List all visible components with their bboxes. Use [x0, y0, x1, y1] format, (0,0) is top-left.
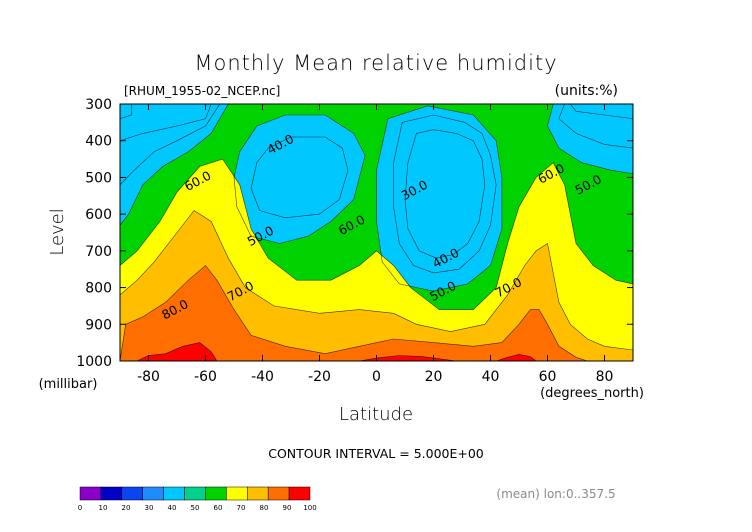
y-tick-label: 600 [85, 207, 112, 223]
contour-line-95 [496, 354, 537, 361]
contour-line-45 [547, 104, 633, 175]
colorbar-swatch [184, 486, 206, 501]
contour-line-85 [120, 265, 588, 361]
footer-note: (mean) lon:0..357.5 [496, 487, 615, 501]
contour-region-95 [137, 342, 217, 361]
y-tick-label: 1000 [76, 354, 112, 370]
colorbar-swatch [205, 486, 227, 501]
x-axis-title: Latitude [339, 404, 413, 425]
contour-line-65 [120, 158, 633, 361]
contour-line-15 [569, 104, 633, 120]
contour-region-45 [376, 105, 502, 292]
x-unit-label: (degrees_north) [540, 386, 644, 401]
contour-region-95 [359, 355, 457, 361]
contour-region-75 [120, 210, 633, 361]
contour-line-45 [120, 104, 229, 226]
y-axis-title: Level [47, 208, 68, 256]
chart-title: Monthly Mean relative humidity [194, 51, 557, 75]
contour-region-85 [120, 265, 588, 361]
contour-line-5 [120, 104, 132, 120]
x-tick-label: -20 [308, 369, 331, 385]
colorbar-swatch [267, 486, 290, 501]
contour-interval-text: CONTOUR INTERVAL = 5.000E+00 [268, 446, 484, 461]
colorbar-swatch [288, 486, 311, 501]
x-axis: -80 -60 -40 -20 0 20 40 60 80 [137, 104, 613, 385]
x-tick-label: -60 [194, 369, 217, 385]
contour-line-35 [558, 104, 633, 149]
colorbar-tick-label: 70 [237, 504, 246, 512]
colorbar-tick-label: 30 [145, 504, 154, 512]
contour-line-75 [120, 210, 633, 361]
y-tick-label: 300 [85, 97, 112, 113]
contour-lines [120, 104, 633, 361]
colorbar-tick-label: 90 [283, 504, 292, 512]
contour-region-45 [120, 104, 229, 226]
x-tick-label: 0 [372, 369, 381, 385]
x-tick-label: 20 [425, 369, 443, 385]
colorbar-swatch [247, 486, 269, 501]
colorbar-tick-label: 80 [260, 504, 269, 512]
contour-line-15 [120, 104, 212, 142]
x-tick-label: -40 [251, 369, 274, 385]
y-unit-label: (millibar) [39, 377, 98, 392]
colorbar-tick-label: 100 [303, 504, 316, 512]
y-tick-label: 500 [85, 170, 112, 186]
contour-line-45 [376, 105, 503, 292]
colorbar-swatch [142, 486, 164, 501]
colorbar-tick-label: 40 [168, 504, 177, 512]
y-tick-label: 700 [85, 244, 112, 260]
contour-region-45 [234, 115, 366, 244]
x-tick-label: -80 [137, 369, 160, 385]
contour-line-35 [120, 104, 221, 186]
contour-line-35 [393, 114, 497, 274]
colorbar-tick-label: 60 [214, 504, 223, 512]
contour-fill-area [120, 104, 633, 361]
x-tick-label: 40 [482, 369, 500, 385]
y-tick-label: 400 [85, 134, 112, 150]
colorbar-swatch [79, 486, 102, 501]
colorbar-swatch [163, 486, 185, 501]
colorbar-tick-label: 10 [99, 504, 108, 512]
y-tick-label: 900 [85, 317, 112, 333]
colorbar-tick-label: 0 [78, 504, 82, 512]
y-tick-label: 800 [85, 281, 112, 297]
units-label: (units:%) [555, 83, 618, 99]
contour-line-45 [233, 114, 366, 244]
colorbar-tick-label: 20 [122, 504, 131, 512]
file-label: [RHUM_1955-02_NCEP.nc] [124, 84, 280, 98]
colorbar-swatch [121, 486, 143, 501]
x-tick-label: 80 [596, 369, 614, 385]
x-tick-label: 60 [539, 369, 557, 385]
colorbar-swatch [100, 486, 123, 501]
y-axis: 300 400 500 600 700 800 900 1000 [76, 97, 633, 370]
contour-line-25 [404, 129, 486, 259]
contour-line-35 [250, 136, 349, 219]
colorbar-swatch [226, 486, 248, 501]
colorbar-tick-label: 50 [191, 504, 200, 512]
colorbar: 0 10 20 30 40 50 60 70 80 90 100 [78, 486, 317, 512]
contour-line-95 [136, 342, 218, 361]
